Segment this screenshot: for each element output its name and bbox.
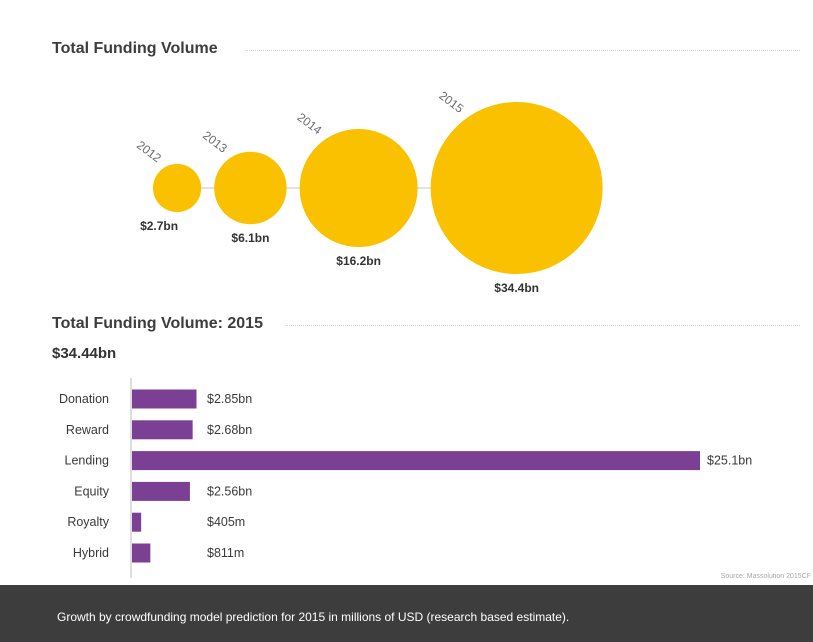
bar-equity	[132, 481, 190, 501]
bar-value-label: $2.68bn	[207, 423, 252, 437]
bar-value-label: $405m	[207, 515, 245, 529]
bubble-chart: 2012 $2.7bn 2013 $6.1bn 2014 $16.2bn 2015 $34.4…	[134, 89, 603, 295]
bar-category-label: Equity	[74, 484, 109, 498]
total-funding-value: $34.44bn	[52, 345, 117, 362]
bubble-2014	[299, 128, 418, 248]
bubble-year-label: 2012	[134, 138, 164, 165]
bubble-value-label: $2.7bn	[140, 219, 178, 233]
bar-royalty	[132, 512, 142, 532]
bar-chart-title: Total Funding Volume: 2015	[52, 315, 263, 332]
bubble-title-divider	[245, 50, 800, 51]
bar-lending	[132, 451, 700, 471]
bar-chart: Donation $2.85bn Reward $2.68bn Lending $25.1…	[59, 378, 752, 578]
bar-value-label: $811m	[207, 546, 244, 560]
bubble-value-label: $6.1bn	[231, 231, 269, 245]
bubble-2012	[153, 163, 202, 213]
bubble-2015	[430, 102, 603, 274]
bar-category-label: Donation	[59, 392, 109, 406]
caption-footer: Growth by crowdfunding model prediction …	[0, 585, 813, 642]
footer-caption: Growth by crowdfunding model prediction …	[57, 610, 570, 624]
bar-value-label: $2.56bn	[207, 484, 252, 498]
bar-value-label: $25.1bn	[707, 454, 752, 468]
bar-title-divider	[285, 325, 800, 326]
bar-category-label: Lending	[65, 454, 110, 468]
bar-hybrid	[132, 543, 151, 563]
bubble-year-label: 2014	[295, 110, 325, 137]
bubble-value-label: $16.2bn	[336, 254, 381, 268]
bubble-year-label: 2013	[200, 128, 230, 155]
bar-category-label: Royalty	[67, 515, 109, 529]
bar-category-label: Hybrid	[73, 546, 109, 560]
bubble-chart-title: Total Funding Volume	[52, 40, 218, 57]
bubble-2013	[214, 151, 287, 225]
bubble-value-label: $34.4bn	[494, 281, 539, 295]
source-note: Source: Massolution 2015CF	[720, 573, 811, 580]
bar-reward	[132, 420, 193, 440]
bar-donation	[132, 389, 197, 409]
bar-category-label: Reward	[66, 423, 109, 437]
bubble-year-label: 2015	[436, 89, 466, 116]
bar-value-label: $2.85bn	[207, 392, 252, 406]
